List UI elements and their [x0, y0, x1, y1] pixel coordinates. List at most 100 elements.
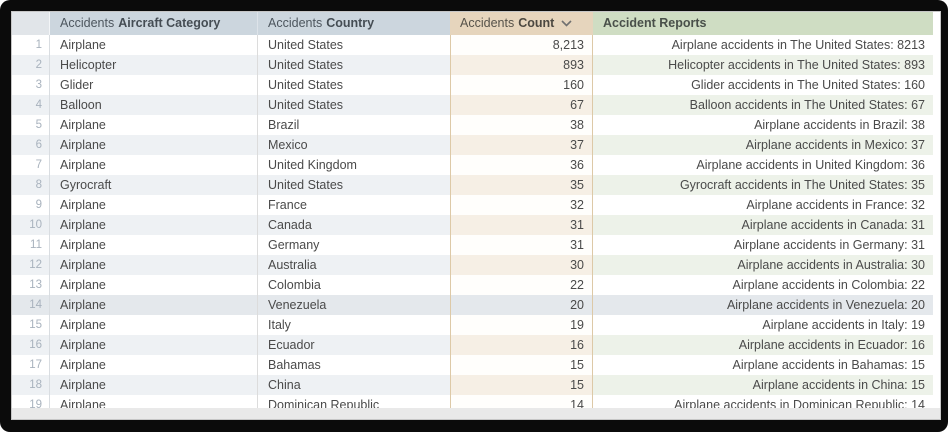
cell-country[interactable]: France — [258, 195, 450, 215]
table-row[interactable]: 13 Airplane Colombia 22 Airplane acciden… — [12, 275, 940, 295]
row-number-column-header[interactable] — [12, 12, 50, 35]
chevron-down-icon[interactable] — [561, 12, 572, 35]
cell-aircraft-category[interactable]: Airplane — [50, 235, 258, 255]
cell-count[interactable]: 67 — [450, 95, 593, 115]
cell-accident-report[interactable]: Airplane accidents in Italy: 19 — [593, 315, 933, 335]
cell-count[interactable]: 37 — [450, 135, 593, 155]
cell-country[interactable]: United States — [258, 55, 450, 75]
cell-count[interactable]: 893 — [450, 55, 593, 75]
table-row[interactable]: 7 Airplane United Kingdom 36 Airplane ac… — [12, 155, 940, 175]
cell-aircraft-category[interactable]: Airplane — [50, 215, 258, 235]
cell-aircraft-category[interactable]: Airplane — [50, 195, 258, 215]
cell-count[interactable]: 20 — [450, 295, 593, 315]
table-row[interactable]: 17 Airplane Bahamas 15 Airplane accident… — [12, 355, 940, 375]
cell-accident-report[interactable]: Airplane accidents in The United States:… — [593, 35, 933, 55]
cell-country[interactable]: Italy — [258, 315, 450, 335]
cell-aircraft-category[interactable]: Airplane — [50, 255, 258, 275]
cell-count[interactable]: 31 — [450, 215, 593, 235]
cell-country[interactable]: Germany — [258, 235, 450, 255]
cell-count[interactable]: 38 — [450, 115, 593, 135]
cell-count[interactable]: 31 — [450, 235, 593, 255]
cell-count[interactable]: 160 — [450, 75, 593, 95]
cell-aircraft-category[interactable]: Airplane — [50, 295, 258, 315]
table-row[interactable]: 12 Airplane Australia 30 Airplane accide… — [12, 255, 940, 275]
cell-country[interactable]: Brazil — [258, 115, 450, 135]
cell-count[interactable]: 8,213 — [450, 35, 593, 55]
cell-country[interactable]: Colombia — [258, 275, 450, 295]
cell-aircraft-category[interactable]: Glider — [50, 75, 258, 95]
cell-aircraft-category[interactable]: Airplane — [50, 35, 258, 55]
cell-accident-report[interactable]: Airplane accidents in Ecuador: 16 — [593, 335, 933, 355]
cell-count[interactable]: 22 — [450, 275, 593, 295]
cell-accident-report[interactable]: Airplane accidents in France: 32 — [593, 195, 933, 215]
cell-country[interactable]: United States — [258, 35, 450, 55]
table-row[interactable]: 14 Airplane Venezuela 20 Airplane accide… — [12, 295, 940, 315]
table-row[interactable]: 16 Airplane Ecuador 16 Airplane accident… — [12, 335, 940, 355]
row-number: 11 — [12, 235, 50, 255]
column-header-count[interactable]: Accidents Count — [450, 12, 593, 35]
cell-count[interactable]: 30 — [450, 255, 593, 275]
cell-accident-report[interactable]: Gyrocraft accidents in The United States… — [593, 175, 933, 195]
cell-accident-report[interactable]: Airplane accidents in Canada: 31 — [593, 215, 933, 235]
cell-aircraft-category[interactable]: Helicopter — [50, 55, 258, 75]
cell-count[interactable]: 32 — [450, 195, 593, 215]
cell-aircraft-category[interactable]: Airplane — [50, 115, 258, 135]
table-row[interactable]: 3 Glider United States 160 Glider accide… — [12, 75, 940, 95]
cell-country[interactable]: Bahamas — [258, 355, 450, 375]
cell-accident-report[interactable]: Airplane accidents in Bahamas: 15 — [593, 355, 933, 375]
cell-accident-report[interactable]: Airplane accidents in Australia: 30 — [593, 255, 933, 275]
cell-count[interactable]: 19 — [450, 315, 593, 335]
column-header-accident-reports[interactable]: Accident Reports — [593, 12, 933, 35]
cell-aircraft-category[interactable]: Airplane — [50, 135, 258, 155]
cell-country[interactable]: Canada — [258, 215, 450, 235]
table-row[interactable]: 5 Airplane Brazil 38 Airplane accidents … — [12, 115, 940, 135]
table-row[interactable]: 18 Airplane China 15 Airplane accidents … — [12, 375, 940, 395]
table-row[interactable]: 4 Balloon United States 67 Balloon accid… — [12, 95, 940, 115]
cell-country[interactable]: United Kingdom — [258, 155, 450, 175]
cell-aircraft-category[interactable]: Airplane — [50, 275, 258, 295]
cell-country[interactable]: United States — [258, 95, 450, 115]
table-row[interactable]: 15 Airplane Italy 19 Airplane accidents … — [12, 315, 940, 335]
table-row[interactable]: 11 Airplane Germany 31 Airplane accident… — [12, 235, 940, 255]
cell-accident-report[interactable]: Helicopter accidents in The United State… — [593, 55, 933, 75]
horizontal-scrollbar-track[interactable] — [12, 408, 940, 419]
cell-aircraft-category[interactable]: Airplane — [50, 375, 258, 395]
cell-country[interactable]: Venezuela — [258, 295, 450, 315]
cell-country[interactable]: Ecuador — [258, 335, 450, 355]
cell-aircraft-category[interactable]: Gyrocraft — [50, 175, 258, 195]
table-row[interactable]: 2 Helicopter United States 893 Helicopte… — [12, 55, 940, 75]
column-header-aircraft-category[interactable]: Accidents Aircraft Category — [50, 12, 258, 35]
cell-accident-report[interactable]: Balloon accidents in The United States: … — [593, 95, 933, 115]
cell-accident-report[interactable]: Airplane accidents in Colombia: 22 — [593, 275, 933, 295]
cell-country[interactable]: Australia — [258, 255, 450, 275]
cell-country[interactable]: United States — [258, 175, 450, 195]
cell-aircraft-category[interactable]: Airplane — [50, 315, 258, 335]
table-row[interactable]: 10 Airplane Canada 31 Airplane accidents… — [12, 215, 940, 235]
cell-count[interactable]: 15 — [450, 375, 593, 395]
cell-country[interactable]: United States — [258, 75, 450, 95]
column-header-country[interactable]: Accidents Country — [258, 12, 450, 35]
row-number: 16 — [12, 335, 50, 355]
cell-aircraft-category[interactable]: Balloon — [50, 95, 258, 115]
cell-country[interactable]: China — [258, 375, 450, 395]
table-row[interactable]: 9 Airplane France 32 Airplane accidents … — [12, 195, 940, 215]
cell-accident-report[interactable]: Airplane accidents in United Kingdom: 36 — [593, 155, 933, 175]
table-header-row: Accidents Aircraft Category Accidents Coun… — [12, 12, 940, 35]
cell-country[interactable]: Mexico — [258, 135, 450, 155]
cell-count[interactable]: 15 — [450, 355, 593, 375]
cell-count[interactable]: 35 — [450, 175, 593, 195]
cell-accident-report[interactable]: Airplane accidents in Brazil: 38 — [593, 115, 933, 135]
cell-accident-report[interactable]: Airplane accidents in Venezuela: 20 — [593, 295, 933, 315]
cell-aircraft-category[interactable]: Airplane — [50, 155, 258, 175]
cell-accident-report[interactable]: Airplane accidents in Mexico: 37 — [593, 135, 933, 155]
cell-aircraft-category[interactable]: Airplane — [50, 335, 258, 355]
cell-count[interactable]: 16 — [450, 335, 593, 355]
cell-accident-report[interactable]: Glider accidents in The United States: 1… — [593, 75, 933, 95]
cell-aircraft-category[interactable]: Airplane — [50, 355, 258, 375]
cell-count[interactable]: 36 — [450, 155, 593, 175]
table-row[interactable]: 8 Gyrocraft United States 35 Gyrocraft a… — [12, 175, 940, 195]
cell-accident-report[interactable]: Airplane accidents in Germany: 31 — [593, 235, 933, 255]
table-row[interactable]: 1 Airplane United States 8,213 Airplane … — [12, 35, 940, 55]
cell-accident-report[interactable]: Airplane accidents in China: 15 — [593, 375, 933, 395]
table-row[interactable]: 6 Airplane Mexico 37 Airplane accidents … — [12, 135, 940, 155]
